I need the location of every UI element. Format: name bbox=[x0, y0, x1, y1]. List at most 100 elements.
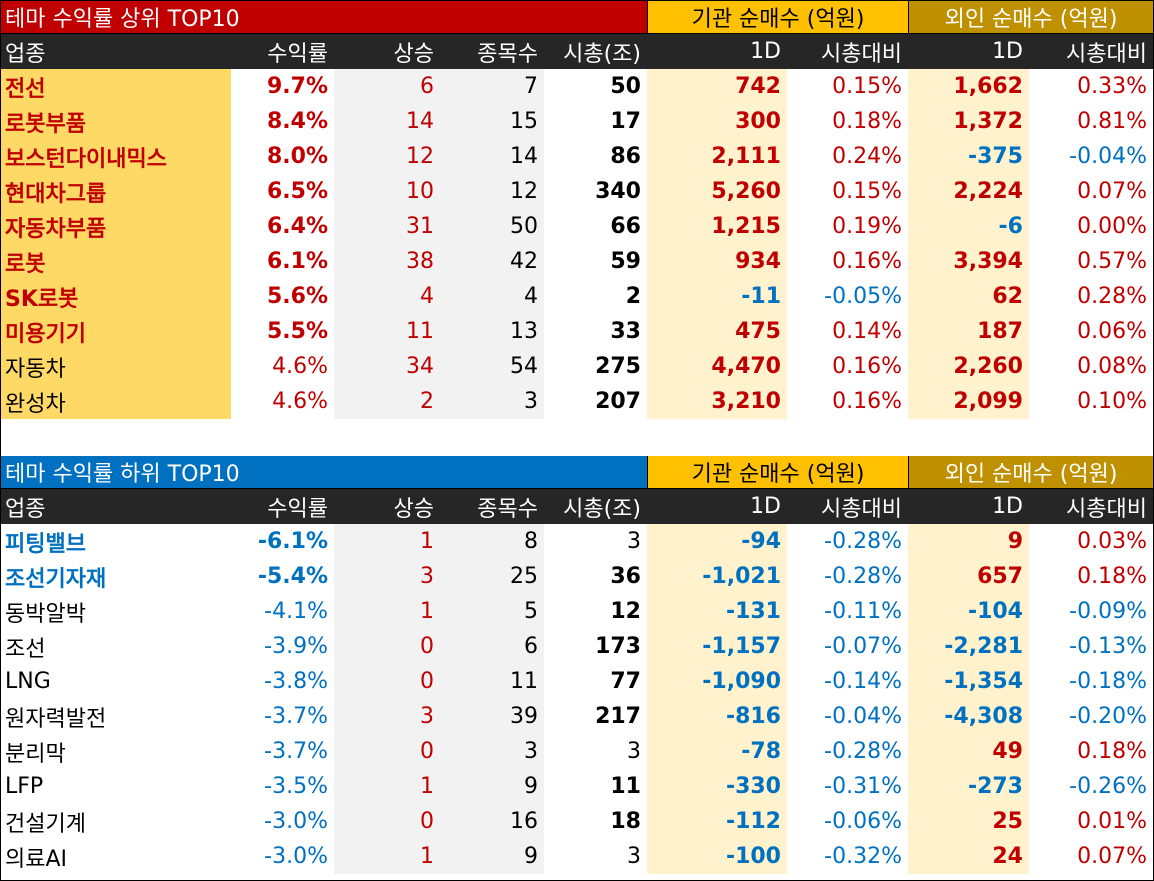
advancers-count: 1 bbox=[334, 524, 440, 559]
inst-pct-cap: 0.14% bbox=[832, 319, 902, 344]
sector-name: 의료AI bbox=[5, 846, 68, 872]
market-cap: 17 bbox=[610, 109, 641, 134]
inst-pct-cap: 0.16% bbox=[832, 249, 902, 274]
inst-net-buy: -78 bbox=[647, 734, 787, 769]
header-foreign-1d: 1D bbox=[992, 39, 1023, 64]
market-cap: 59 bbox=[610, 249, 641, 274]
advancers-count: 31 bbox=[334, 209, 440, 244]
sector-name: 자동차 bbox=[1, 349, 231, 384]
market-cap: 18 bbox=[610, 809, 641, 834]
inst-pct-cap: 0.19% bbox=[832, 214, 902, 239]
stock-count: 14 bbox=[440, 139, 544, 174]
header-inst-pct: 시총대비 bbox=[821, 496, 902, 522]
market-cap: 340 bbox=[595, 179, 641, 204]
foreign-pct-cap: -0.18% bbox=[1069, 669, 1147, 694]
bottom10-rows: 피팅밸브 -6.1% 1 8 3 -94 -0.28% 9 0.03% 조선기자재 -5.4% 3 25… bbox=[1, 524, 1153, 874]
inst-net-buy: -131 bbox=[647, 594, 787, 629]
sector-name: 분리막 bbox=[5, 741, 66, 767]
inst-pct-cap: -0.31% bbox=[824, 774, 902, 799]
table-row: LFP -3.5% 1 9 11 -330 -0.31% -273 -0.26% bbox=[1, 769, 1153, 804]
inst-net-buy: -1,021 bbox=[647, 559, 787, 594]
market-cap: 3 bbox=[627, 529, 641, 554]
return-value: -3.9% bbox=[264, 634, 328, 659]
advancers-count: 3 bbox=[334, 699, 440, 734]
table-row: 조선 -3.9% 0 6 173 -1,157 -0.07% -2,281 -0.13% bbox=[1, 629, 1153, 664]
inst-net-buy: -330 bbox=[647, 769, 787, 804]
header-return: 수익률 bbox=[267, 41, 328, 67]
stock-count: 5 bbox=[440, 594, 544, 629]
inst-net-buy: -11 bbox=[647, 279, 787, 314]
table-row: 보스턴다이내믹스 8.0% 12 14 86 2,111 0.24% -375 -0.04% bbox=[1, 139, 1153, 174]
foreign-pct-cap: 0.33% bbox=[1077, 74, 1147, 99]
sector-name: 완성차 bbox=[1, 384, 231, 419]
advancers-count: 1 bbox=[334, 769, 440, 804]
return-value: 5.6% bbox=[266, 284, 328, 309]
stock-count: 13 bbox=[440, 314, 544, 349]
bottom10-title-row: 테마 수익률 하위 TOP10 기관 순매수 (억원) 외인 순매수 (억원) bbox=[1, 456, 1153, 489]
foreign-net-buy: 1,372 bbox=[908, 104, 1029, 139]
inst-pct-cap: 0.18% bbox=[832, 109, 902, 134]
inst-net-buy: 742 bbox=[647, 69, 787, 104]
header-inst-1d: 1D bbox=[750, 39, 781, 64]
stock-count: 7 bbox=[440, 69, 544, 104]
foreign-pct-cap: 0.28% bbox=[1077, 284, 1147, 309]
stock-count: 50 bbox=[440, 209, 544, 244]
inst-net-buy: 300 bbox=[647, 104, 787, 139]
return-value: -3.0% bbox=[264, 844, 328, 869]
bottom10-foreign-title: 외인 순매수 (억원) bbox=[908, 456, 1153, 488]
inst-pct-cap: -0.06% bbox=[824, 809, 902, 834]
foreign-net-buy: 187 bbox=[908, 314, 1029, 349]
return-value: -3.5% bbox=[264, 774, 328, 799]
foreign-pct-cap: 0.10% bbox=[1077, 389, 1147, 414]
table-row: 미용기기 5.5% 11 13 33 475 0.14% 187 0.06% bbox=[1, 314, 1153, 349]
inst-net-buy: -112 bbox=[647, 804, 787, 839]
table-row: 현대차그룹 6.5% 10 12 340 5,260 0.15% 2,224 0.07% bbox=[1, 174, 1153, 209]
table-row: 자동차 4.6% 34 54 275 4,470 0.16% 2,260 0.08% bbox=[1, 349, 1153, 384]
return-value: 8.4% bbox=[266, 109, 328, 134]
market-cap: 36 bbox=[610, 564, 641, 589]
bottom10-header-row: 업종 수익률 상승 종목수 시총(조) 1D 시총대비 1D 시총대비 bbox=[1, 489, 1153, 524]
advancers-count: 12 bbox=[334, 139, 440, 174]
inst-net-buy: -100 bbox=[647, 839, 787, 874]
header-foreign-1d: 1D bbox=[992, 494, 1023, 519]
inst-net-buy: 5,260 bbox=[647, 174, 787, 209]
table-row: 조선기자재 -5.4% 3 25 36 -1,021 -0.28% 657 0.18% bbox=[1, 559, 1153, 594]
header-sector: 업종 bbox=[5, 41, 46, 67]
foreign-net-buy: 24 bbox=[908, 839, 1029, 874]
header-market-cap: 시총(조) bbox=[563, 496, 641, 522]
stock-count: 15 bbox=[440, 104, 544, 139]
return-value: 9.7% bbox=[266, 74, 328, 99]
foreign-net-buy: 2,260 bbox=[908, 349, 1029, 384]
table-row: 로봇 6.1% 38 42 59 934 0.16% 3,394 0.57% bbox=[1, 244, 1153, 279]
advancers-count: 10 bbox=[334, 174, 440, 209]
return-value: -3.8% bbox=[264, 669, 328, 694]
sector-name: 동박알박 bbox=[5, 601, 86, 627]
sector-name: SK로봇 bbox=[1, 279, 231, 314]
market-cap: 3 bbox=[627, 739, 641, 764]
inst-pct-cap: 0.15% bbox=[832, 179, 902, 204]
foreign-pct-cap: 0.07% bbox=[1077, 844, 1147, 869]
top10-foreign-title: 외인 순매수 (억원) bbox=[908, 1, 1153, 33]
stock-count: 25 bbox=[440, 559, 544, 594]
header-inst-1d: 1D bbox=[750, 494, 781, 519]
top10-title: 테마 수익률 상위 TOP10 bbox=[1, 1, 647, 33]
bottom10-section: 테마 수익률 하위 TOP10 기관 순매수 (억원) 외인 순매수 (억원) … bbox=[1, 456, 1153, 874]
return-value: -5.4% bbox=[257, 564, 328, 589]
advancers-count: 0 bbox=[334, 734, 440, 769]
sector-name: 피팅밸브 bbox=[5, 531, 86, 557]
advancers-count: 0 bbox=[334, 664, 440, 699]
table-row: 분리막 -3.7% 0 3 3 -78 -0.28% 49 0.18% bbox=[1, 734, 1153, 769]
table-row: 전선 9.7% 6 7 50 742 0.15% 1,662 0.33% bbox=[1, 69, 1153, 104]
advancers-count: 34 bbox=[334, 349, 440, 384]
inst-pct-cap: 0.24% bbox=[832, 144, 902, 169]
advancers-count: 0 bbox=[334, 629, 440, 664]
market-cap: 275 bbox=[595, 354, 641, 379]
stock-count: 9 bbox=[440, 839, 544, 874]
market-cap: 77 bbox=[610, 669, 641, 694]
foreign-net-buy: 3,394 bbox=[908, 244, 1029, 279]
stock-count: 9 bbox=[440, 769, 544, 804]
sector-name: 보스턴다이내믹스 bbox=[1, 139, 231, 174]
return-value: -3.7% bbox=[264, 739, 328, 764]
foreign-pct-cap: 0.57% bbox=[1077, 249, 1147, 274]
